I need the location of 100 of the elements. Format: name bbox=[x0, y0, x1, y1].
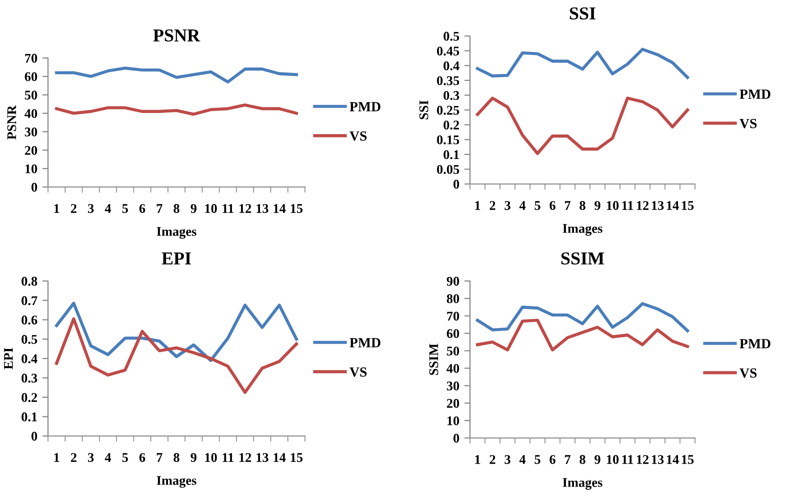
x-tick-label: 5 bbox=[122, 204, 128, 213]
x-tick-label: 1 bbox=[475, 201, 480, 210]
x-tick-label: 4 bbox=[104, 204, 112, 213]
x-axis-title: Images bbox=[562, 224, 602, 236]
y-tick-label: 0.5 bbox=[444, 32, 460, 41]
chart-title: PSNR bbox=[153, 29, 200, 42]
line-series bbox=[476, 48, 690, 79]
x-tick-label: 2 bbox=[70, 453, 76, 462]
x-tick-label: 7 bbox=[156, 204, 162, 213]
x-tick-label: 5 bbox=[534, 455, 540, 464]
y-tick-label: 30 bbox=[24, 128, 38, 136]
y-tick-label: 0 bbox=[453, 434, 460, 443]
y-tick-label: 40 bbox=[24, 109, 38, 118]
x-tick-label: 5 bbox=[534, 201, 540, 210]
x-tick-label: 10 bbox=[606, 455, 619, 464]
x-tick-label: 6 bbox=[139, 453, 146, 462]
y-tick-label: 0.4 bbox=[22, 354, 38, 364]
y-tick-label: 0.25 bbox=[436, 106, 460, 115]
chart-title: EPI bbox=[162, 252, 191, 264]
x-tick-label: 9 bbox=[190, 453, 196, 462]
line-series bbox=[55, 317, 298, 394]
legend-label: VS bbox=[740, 118, 757, 128]
x-tick-label: 11 bbox=[622, 201, 634, 210]
y-tick-label: 0.45 bbox=[436, 46, 460, 56]
x-tick-label: 12 bbox=[239, 204, 252, 213]
y-tick-label: 0.05 bbox=[436, 165, 460, 174]
x-tick-label: 11 bbox=[222, 204, 234, 213]
y-tick-label: 0 bbox=[453, 180, 460, 189]
x-tick-label: 10 bbox=[606, 201, 619, 210]
y-tick-label: 0.15 bbox=[436, 135, 460, 144]
x-tick-label: 8 bbox=[174, 453, 180, 462]
y-tick-label: 0.1 bbox=[444, 150, 459, 160]
y-tick-label: 90 bbox=[446, 276, 460, 286]
legend-label: PMD bbox=[740, 90, 770, 99]
legend-label: VS bbox=[350, 367, 367, 377]
y-tick-label: 0.2 bbox=[444, 120, 460, 130]
x-tick-label: 13 bbox=[652, 201, 664, 210]
x-tick-label: 8 bbox=[174, 204, 180, 213]
x-tick-label: 7 bbox=[564, 201, 570, 210]
x-tick-label: 2 bbox=[490, 455, 496, 464]
x-tick-label: 7 bbox=[564, 455, 570, 464]
line-series bbox=[476, 318, 690, 352]
y-tick-label: 0 bbox=[31, 182, 38, 192]
y-tick-label: 60 bbox=[24, 72, 38, 82]
x-tick-label: 3 bbox=[504, 201, 510, 210]
y-tick-label: 0.1 bbox=[22, 412, 37, 422]
x-tick-label: 15 bbox=[290, 204, 303, 213]
y-axis-title: SSIM bbox=[429, 344, 438, 375]
y-tick-label: 40 bbox=[446, 364, 460, 373]
y-axis-title: EPI bbox=[4, 348, 13, 370]
x-tick-label: 10 bbox=[205, 453, 217, 462]
x-tick-label: 3 bbox=[88, 453, 94, 462]
x-axis-title: Images bbox=[156, 227, 196, 239]
y-tick-label: 0 bbox=[31, 432, 38, 441]
y-tick-label: 50 bbox=[24, 90, 38, 100]
y-tick-label: 10 bbox=[447, 416, 460, 426]
x-tick-label: 9 bbox=[594, 455, 600, 464]
x-tick-label: 15 bbox=[682, 455, 694, 464]
x-tick-label: 12 bbox=[239, 453, 252, 462]
x-tick-label: 3 bbox=[504, 455, 510, 464]
x-tick-label: 10 bbox=[205, 204, 217, 213]
x-axis-title: Images bbox=[562, 478, 602, 490]
x-tick-label: 12 bbox=[636, 455, 649, 464]
x-tick-label: 5 bbox=[122, 453, 128, 462]
y-tick-label: 0.2 bbox=[22, 393, 38, 402]
line-series bbox=[55, 66, 298, 84]
x-tick-label: 6 bbox=[550, 201, 556, 210]
chart-title: SSIM bbox=[561, 252, 604, 265]
x-tick-label: 3 bbox=[88, 204, 94, 213]
y-tick-label: 0.3 bbox=[22, 374, 38, 383]
x-tick-label: 2 bbox=[70, 204, 76, 213]
line-series bbox=[55, 302, 298, 362]
x-tick-label: 1 bbox=[54, 204, 60, 213]
x-tick-label: 6 bbox=[550, 455, 556, 464]
y-tick-label: 0.6 bbox=[22, 316, 38, 325]
x-tick-label: 13 bbox=[256, 204, 268, 213]
y-tick-label: 0.4 bbox=[444, 61, 460, 70]
x-tick-label: 12 bbox=[636, 201, 649, 210]
x-axis-title: Images bbox=[156, 476, 196, 488]
y-axis-title: SSI bbox=[419, 100, 428, 120]
y-tick-label: 70 bbox=[25, 54, 38, 63]
y-tick-label: 0.5 bbox=[22, 334, 38, 344]
y-tick-label: 20 bbox=[446, 398, 460, 408]
x-tick-label: 14 bbox=[274, 204, 286, 213]
x-tick-label: 11 bbox=[222, 453, 234, 462]
x-tick-label: 1 bbox=[54, 453, 60, 462]
line-series bbox=[476, 96, 690, 156]
x-tick-label: 15 bbox=[682, 201, 694, 210]
x-tick-label: 8 bbox=[580, 201, 586, 210]
y-tick-label: 80 bbox=[446, 294, 460, 304]
y-tick-label: 0.8 bbox=[22, 276, 38, 286]
legend-label: PMD bbox=[350, 338, 380, 348]
legend-label: VS bbox=[740, 368, 757, 378]
y-axis-title: PSNR bbox=[7, 105, 16, 140]
legend-label: VS bbox=[350, 131, 367, 141]
x-tick-label: 1 bbox=[475, 455, 480, 464]
x-tick-label: 7 bbox=[156, 453, 162, 462]
y-tick-label: 60 bbox=[446, 329, 460, 338]
x-tick-label: 4 bbox=[519, 455, 526, 464]
x-tick-label: 13 bbox=[652, 455, 664, 464]
